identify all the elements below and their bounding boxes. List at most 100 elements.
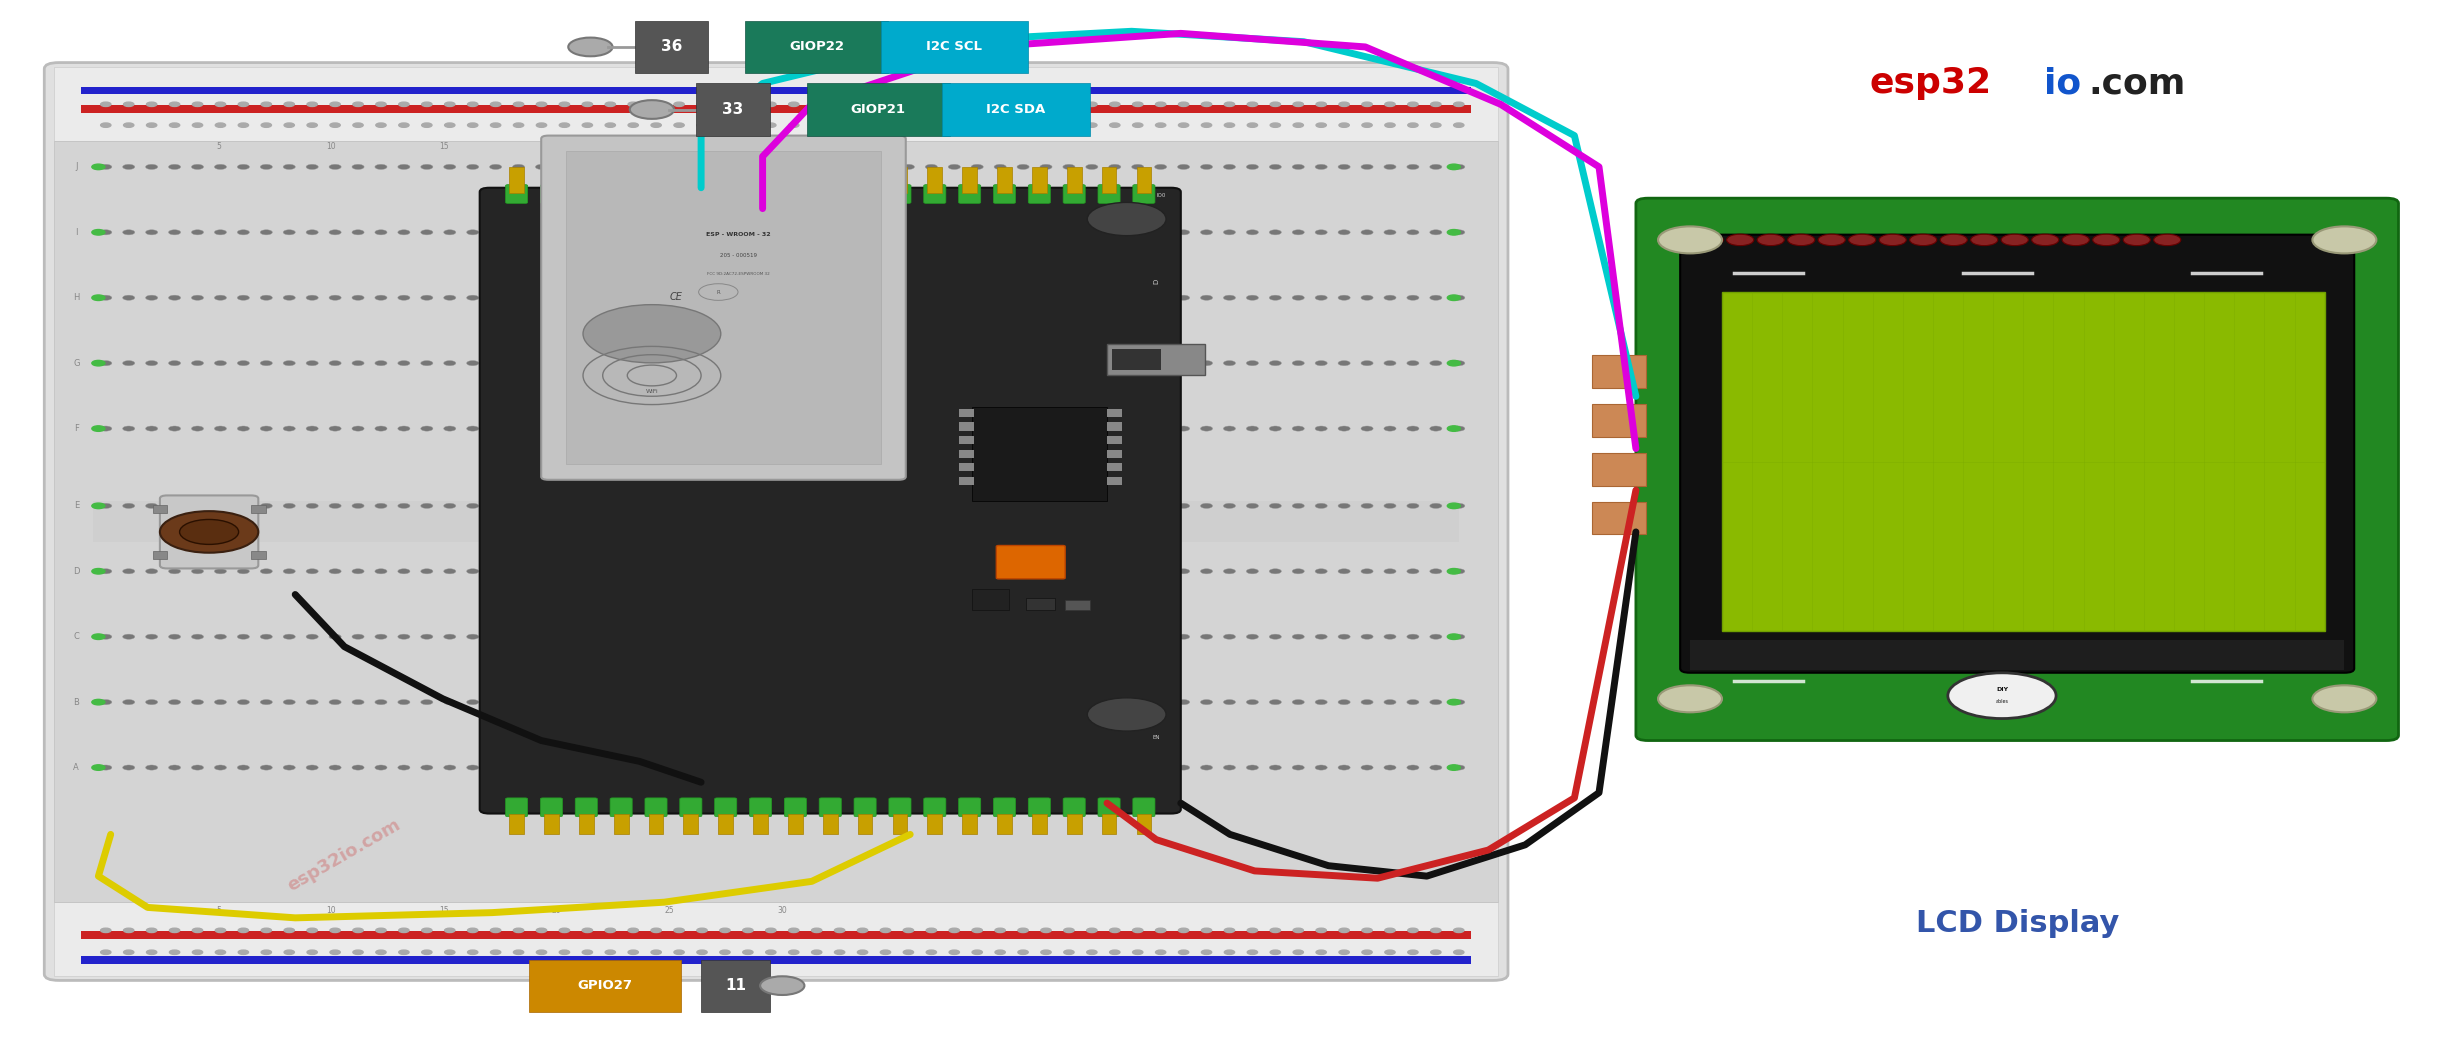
Ellipse shape xyxy=(743,165,753,169)
Ellipse shape xyxy=(834,295,846,300)
Text: I2C SCL: I2C SCL xyxy=(927,41,982,53)
Ellipse shape xyxy=(123,928,133,932)
Ellipse shape xyxy=(214,361,226,366)
Ellipse shape xyxy=(1446,568,1461,574)
FancyBboxPatch shape xyxy=(994,185,1016,203)
Ellipse shape xyxy=(1154,765,1166,770)
Ellipse shape xyxy=(101,123,111,127)
Ellipse shape xyxy=(167,765,180,770)
Ellipse shape xyxy=(972,568,984,574)
Ellipse shape xyxy=(696,765,708,770)
Ellipse shape xyxy=(490,634,502,639)
Ellipse shape xyxy=(123,504,135,508)
Ellipse shape xyxy=(512,568,524,574)
Ellipse shape xyxy=(947,568,959,574)
Ellipse shape xyxy=(878,568,891,574)
FancyBboxPatch shape xyxy=(679,185,701,203)
Ellipse shape xyxy=(467,361,480,366)
Ellipse shape xyxy=(399,568,411,574)
Ellipse shape xyxy=(1454,426,1464,431)
Ellipse shape xyxy=(421,229,433,235)
Ellipse shape xyxy=(399,700,411,705)
Ellipse shape xyxy=(1156,928,1166,932)
Ellipse shape xyxy=(101,165,111,169)
Ellipse shape xyxy=(1247,426,1260,431)
Ellipse shape xyxy=(583,950,593,954)
Ellipse shape xyxy=(674,229,686,235)
Ellipse shape xyxy=(696,634,708,639)
Ellipse shape xyxy=(605,950,615,954)
Ellipse shape xyxy=(1697,235,1722,245)
Ellipse shape xyxy=(1247,928,1257,932)
Text: 36: 36 xyxy=(662,40,681,54)
Ellipse shape xyxy=(1850,235,1875,245)
Bar xyxy=(927,814,942,834)
Text: 15: 15 xyxy=(440,142,448,150)
Ellipse shape xyxy=(399,928,408,932)
Ellipse shape xyxy=(467,504,480,508)
Ellipse shape xyxy=(445,102,455,106)
Ellipse shape xyxy=(947,361,959,366)
Ellipse shape xyxy=(490,700,502,705)
FancyBboxPatch shape xyxy=(1028,185,1050,203)
Text: D: D xyxy=(1154,278,1159,285)
Ellipse shape xyxy=(674,123,684,127)
Bar xyxy=(1690,640,2344,670)
Ellipse shape xyxy=(649,568,662,574)
Bar xyxy=(81,931,1471,939)
Ellipse shape xyxy=(101,568,111,574)
Ellipse shape xyxy=(581,504,593,508)
Ellipse shape xyxy=(1109,295,1122,300)
Ellipse shape xyxy=(1292,634,1304,639)
Ellipse shape xyxy=(1360,361,1373,366)
Ellipse shape xyxy=(214,504,226,508)
Ellipse shape xyxy=(123,950,133,954)
Ellipse shape xyxy=(305,229,317,235)
Bar xyxy=(787,167,802,193)
Text: GIOP22: GIOP22 xyxy=(790,41,844,53)
Ellipse shape xyxy=(467,568,480,574)
Bar xyxy=(509,167,524,193)
Ellipse shape xyxy=(1223,765,1235,770)
Ellipse shape xyxy=(581,765,593,770)
Bar xyxy=(1102,814,1117,834)
Ellipse shape xyxy=(1360,634,1373,639)
Ellipse shape xyxy=(1407,123,1417,127)
Ellipse shape xyxy=(903,928,913,932)
Ellipse shape xyxy=(674,765,686,770)
Ellipse shape xyxy=(605,229,617,235)
Ellipse shape xyxy=(192,229,204,235)
Ellipse shape xyxy=(216,950,226,954)
FancyBboxPatch shape xyxy=(1680,235,2354,673)
Ellipse shape xyxy=(1446,295,1461,300)
Text: J: J xyxy=(74,163,79,171)
Ellipse shape xyxy=(765,928,775,932)
Ellipse shape xyxy=(674,950,684,954)
Ellipse shape xyxy=(101,700,111,705)
Ellipse shape xyxy=(1294,950,1304,954)
Ellipse shape xyxy=(950,928,959,932)
Ellipse shape xyxy=(192,765,204,770)
Ellipse shape xyxy=(101,928,111,932)
Ellipse shape xyxy=(994,568,1006,574)
Ellipse shape xyxy=(305,568,317,574)
Ellipse shape xyxy=(627,568,640,574)
Ellipse shape xyxy=(627,165,640,169)
Ellipse shape xyxy=(374,568,386,574)
Ellipse shape xyxy=(261,634,273,639)
Ellipse shape xyxy=(743,361,753,366)
Ellipse shape xyxy=(352,229,364,235)
Ellipse shape xyxy=(1269,229,1282,235)
Ellipse shape xyxy=(467,426,480,431)
Bar xyxy=(81,105,1471,113)
Ellipse shape xyxy=(91,503,106,509)
Text: 33: 33 xyxy=(723,102,743,117)
Ellipse shape xyxy=(1407,295,1419,300)
Ellipse shape xyxy=(925,426,937,431)
Ellipse shape xyxy=(536,504,549,508)
Ellipse shape xyxy=(1269,165,1282,169)
Ellipse shape xyxy=(536,765,549,770)
Ellipse shape xyxy=(91,295,106,300)
Ellipse shape xyxy=(1269,950,1282,954)
Ellipse shape xyxy=(1879,235,1906,245)
